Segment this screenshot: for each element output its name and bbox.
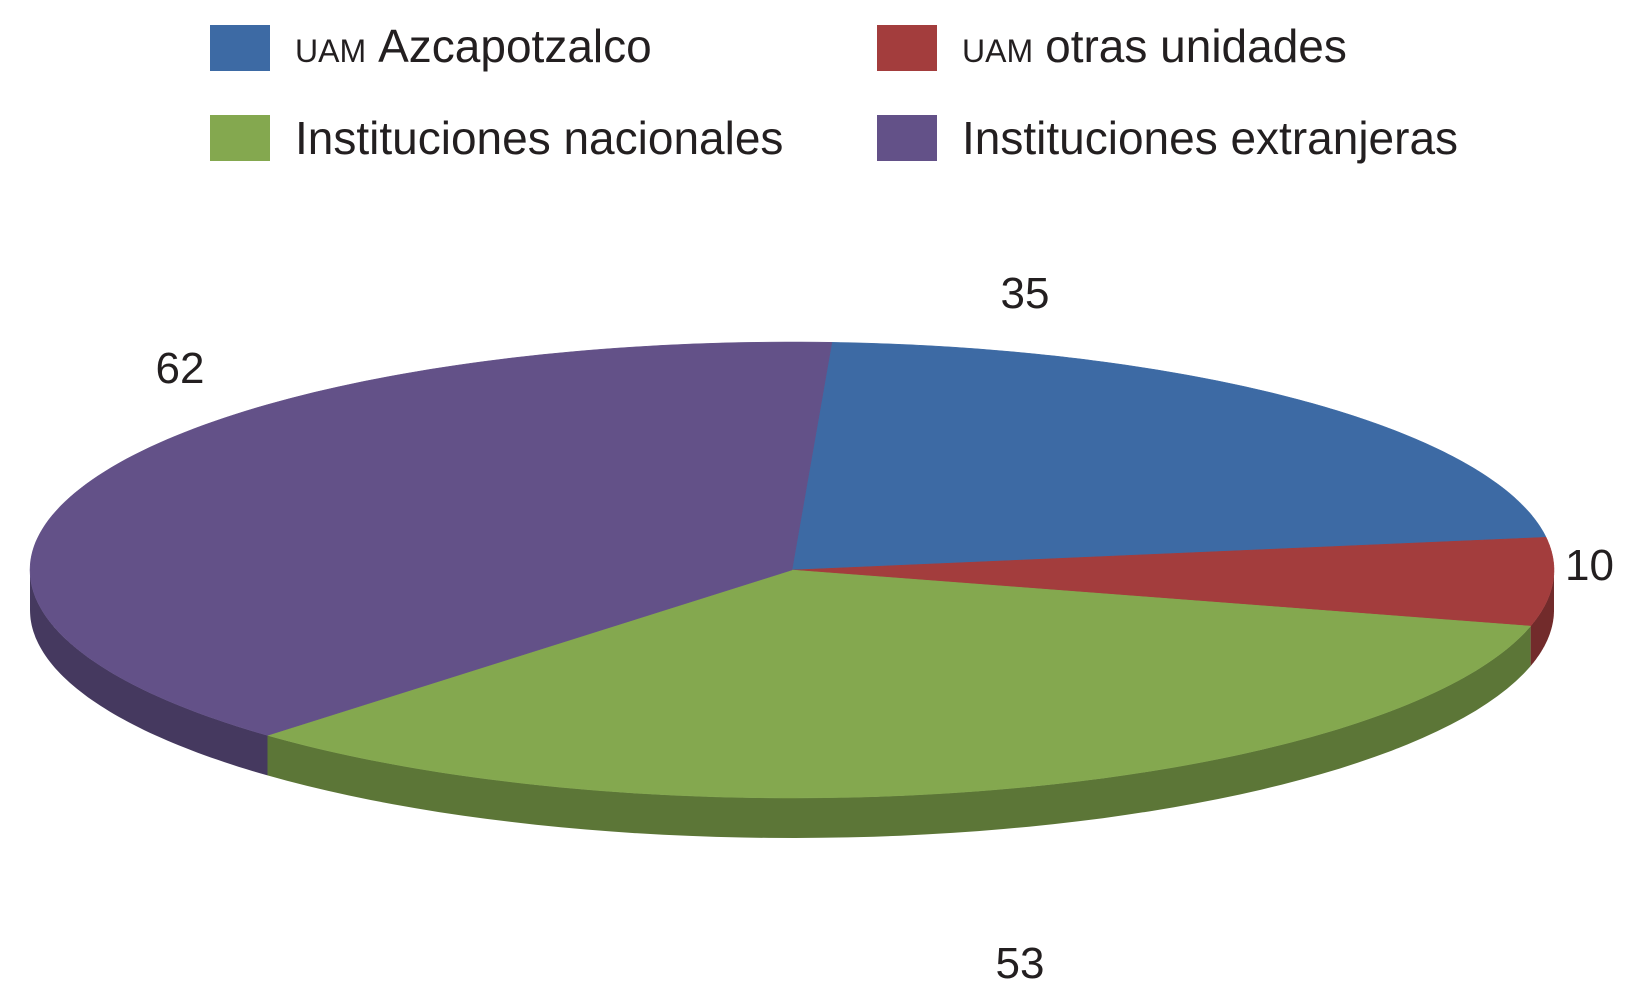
pie-slice-otras-unidades <box>791 537 1555 627</box>
pie-labels: 35 10 53 62 <box>156 269 1614 988</box>
pie-slice-instituciones-extranjeras <box>29 341 833 736</box>
data-label-azcapotzalco: 35 <box>1001 269 1050 318</box>
pie-sides <box>30 570 1554 838</box>
pie-top <box>29 341 1555 799</box>
legend-prefix: UAM <box>295 32 367 69</box>
legend-swatch-uam-otras-unidades <box>877 25 937 71</box>
pie-side-otras-unidades <box>1530 570 1554 667</box>
legend-item-uam-azcapotzalco: UAM Azcapotzalco <box>210 23 652 73</box>
legend-label: Instituciones nacionales <box>295 112 784 164</box>
legend: UAM Azcapotzalco UAM otras unidades Instit… <box>0 0 1633 200</box>
pie-side-instituciones-extranjeras <box>30 570 268 776</box>
legend-swatch-uam-azcapotzalco <box>210 25 270 71</box>
legend-item-instituciones-extranjeras: Instituciones extranjeras <box>877 113 1458 163</box>
legend-swatch-instituciones-extranjeras <box>877 115 937 161</box>
legend-prefix: UAM <box>962 32 1034 69</box>
data-label-otras-unidades: 10 <box>1565 541 1614 590</box>
data-label-instituciones-extranjeras: 62 <box>156 344 205 393</box>
legend-swatch-instituciones-nacionales <box>210 115 270 161</box>
legend-label: Azcapotzalco <box>378 19 652 72</box>
legend-label: Instituciones extranjeras <box>962 112 1459 164</box>
legend-label: otras unidades <box>1045 19 1347 72</box>
pie-side-instituciones-nacionales <box>267 626 1531 838</box>
pie-slice-azcapotzalco <box>791 342 1547 571</box>
pie-slice-instituciones-nacionales <box>266 569 1532 799</box>
legend-item-instituciones-nacionales: Instituciones nacionales <box>210 113 783 163</box>
legend-item-uam-otras-unidades: UAM otras unidades <box>877 23 1347 73</box>
data-label-instituciones-nacionales: 53 <box>996 939 1045 988</box>
